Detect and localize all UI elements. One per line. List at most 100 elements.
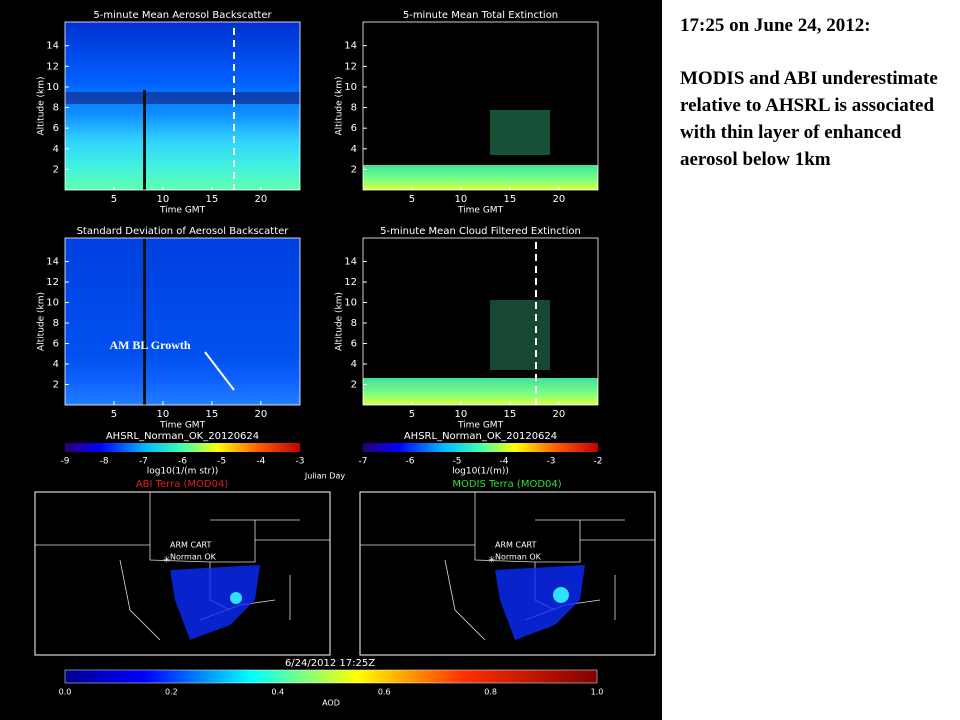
colorbar-caption: AHSRL_Norman_OK_20120624 [404, 431, 557, 442]
map-label: ARM CART [495, 541, 537, 550]
y-tick-label: 12 [344, 61, 357, 72]
colorbar [65, 443, 300, 452]
aod-tick-label: 0.4 [271, 688, 284, 697]
panel-title: Standard Deviation of Aerosol Backscatte… [77, 226, 290, 237]
map-label: Norman OK [495, 553, 542, 562]
y-tick-label: 6 [53, 123, 59, 134]
y-tick-label: 8 [351, 318, 357, 329]
y-tick-label: 14 [344, 257, 357, 268]
plot-frame [64, 237, 301, 406]
x-tick-label: 5 [111, 194, 117, 205]
data-gap [143, 90, 146, 190]
y-tick-label: 6 [351, 123, 357, 134]
y-tick-label: 4 [351, 359, 357, 370]
colorbar-tick-label: -6 [406, 457, 415, 467]
y-tick-label: 2 [351, 380, 357, 391]
y-tick-label: 4 [351, 144, 357, 155]
x-tick-label: 10 [157, 194, 170, 205]
backscatter-image [65, 22, 300, 190]
cloud-layer [65, 92, 300, 104]
panel-title: 5-minute Mean Total Extinction [403, 10, 558, 21]
filtered-extinction-image [363, 238, 598, 405]
stddev-image [65, 238, 300, 405]
annotation-body: MODIS and ABI underestimate relative to … [680, 68, 938, 170]
x-tick-label: 15 [504, 409, 517, 420]
colorbar [363, 443, 598, 452]
y-tick-label: 10 [46, 298, 59, 309]
colorbar-tick-label: -2 [594, 457, 603, 467]
y-tick-label: 4 [53, 359, 59, 370]
map-title: MODIS Terra (MOD04) [452, 479, 561, 490]
x-tick-label: 20 [552, 409, 565, 420]
y-tick-label: 2 [53, 164, 59, 175]
map-label: Norman OK [170, 553, 217, 562]
aod-tick-label: 0.2 [165, 688, 178, 697]
x-axis-label: Time GMT [457, 421, 504, 431]
x-tick-label: 20 [254, 194, 267, 205]
y-tick-label: 12 [344, 277, 357, 288]
y-tick-label: 10 [46, 82, 59, 93]
x-tick-label: 20 [552, 194, 565, 205]
x-tick-label: 10 [157, 409, 170, 420]
y-tick-label: 2 [53, 380, 59, 391]
colorbar-tick-label: -6 [178, 457, 187, 467]
y-tick-label: 4 [53, 144, 59, 155]
extinction-cloud [490, 110, 550, 155]
y-tick-label: 6 [53, 339, 59, 350]
x-tick-label: 20 [254, 409, 267, 420]
colorbar-caption: AHSRL_Norman_OK_20120624 [106, 431, 259, 442]
map-marker: ✳ [163, 556, 171, 566]
colorbar-tick-label: -5 [217, 457, 226, 467]
y-axis-label: Altitude (km) [335, 292, 345, 351]
colorbar-tick-label: -7 [359, 457, 368, 467]
x-axis-label: Time GMT [159, 421, 206, 431]
aod-colorbar [64, 669, 598, 684]
colorbar-tick-label: -4 [500, 457, 509, 467]
y-tick-label: 2 [351, 164, 357, 175]
y-tick-label: 10 [344, 82, 357, 93]
aod-high [230, 592, 242, 604]
y-tick-label: 8 [53, 103, 59, 114]
map-marker: ✳ [488, 556, 496, 566]
map-borders [35, 492, 655, 641]
x-tick-label: 5 [409, 409, 415, 420]
y-tick-label: 8 [351, 103, 357, 114]
colorbar-label: log10(1/(m)) [452, 467, 509, 477]
aod-field [170, 565, 260, 640]
axis-label: Julian Day [304, 472, 345, 481]
y-tick-label: 14 [344, 41, 357, 52]
panel-title: 5-minute Mean Aerosol Backscatter [93, 10, 272, 21]
map-label: ARM CART [170, 541, 212, 550]
colorbar-tick-label: -7 [139, 457, 148, 467]
colorbar-tick-label: -9 [61, 457, 70, 467]
y-tick-label: 10 [344, 298, 357, 309]
x-tick-label: 5 [409, 194, 415, 205]
x-tick-label: 15 [206, 409, 219, 420]
extinction-image [363, 22, 598, 190]
y-axis-label: Altitude (km) [37, 292, 47, 351]
x-tick-label: 10 [455, 409, 468, 420]
aod-field [495, 565, 585, 640]
x-axis-label: Time GMT [457, 206, 504, 216]
y-tick-label: 6 [351, 339, 357, 350]
plot-frame [362, 237, 599, 406]
colorbar-label: log10(1/(m str)) [147, 467, 219, 477]
aod-tick-label: 0.6 [378, 688, 391, 697]
colorbar-tick-label: -8 [100, 457, 109, 467]
extinction-layer [363, 165, 598, 190]
aod-label: AOD [322, 699, 340, 708]
aod-high [553, 587, 569, 603]
y-tick-label: 14 [46, 41, 59, 52]
y-tick-label: 8 [53, 318, 59, 329]
plot-frame [64, 21, 301, 191]
colorbar-tick-label: -4 [256, 457, 265, 467]
aod-tick-label: 1.0 [591, 688, 604, 697]
figure: AM BL Growth Julian Day 6/24/2012 17:25Z… [0, 0, 662, 720]
y-tick-label: 12 [46, 61, 59, 72]
extinction-cloud [490, 300, 550, 370]
y-tick-label: 12 [46, 277, 59, 288]
annotation-arrow [204, 351, 235, 391]
panel-annotation: AM BL Growth [109, 338, 190, 352]
y-axis-label: Altitude (km) [335, 76, 345, 135]
